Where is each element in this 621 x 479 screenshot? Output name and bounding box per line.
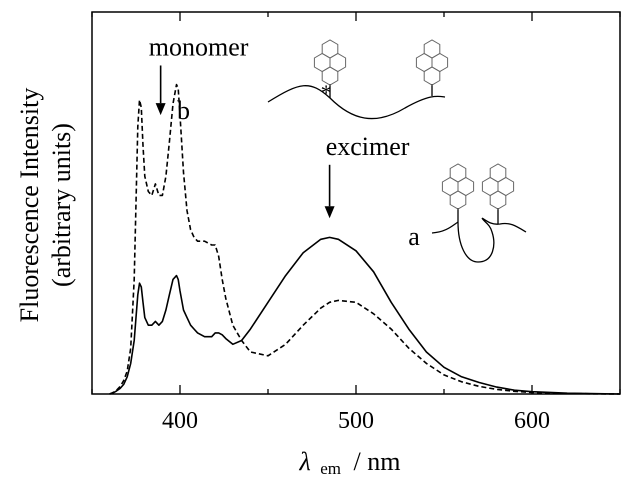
series-line-a — [110, 237, 620, 394]
x-tick-label: 400 — [162, 408, 198, 434]
excimer-structure-illustration — [432, 164, 526, 262]
plot-frame — [92, 12, 620, 394]
pyrene-ring — [424, 67, 440, 85]
x-axis-label-unit: / nm — [354, 447, 401, 476]
series-label-a: a — [408, 222, 420, 251]
x-axis-label-subscript: em — [320, 459, 341, 478]
y-axis-label-line1: Fluorescence Intensity — [15, 88, 44, 323]
pyrene-excimer-left-icon — [442, 164, 473, 209]
x-axis-label: λ em / nm — [299, 447, 401, 479]
plot-border — [92, 12, 620, 394]
x-axis-label-symbol: λ — [299, 447, 311, 476]
pyrene-ring — [490, 191, 506, 209]
annotation-excimer: excimer — [326, 132, 410, 161]
pyrene-left-icon — [314, 40, 345, 85]
pyrene-ring — [450, 191, 466, 209]
annotation-arrowhead — [156, 103, 166, 115]
excimer-star-mark: * — [321, 80, 332, 105]
y-axis-label-line2: (arbitrary units) — [47, 123, 76, 287]
annotation-arrowhead — [325, 206, 335, 218]
pyrene-right-icon — [416, 40, 447, 85]
monomer-structure-illustration — [268, 40, 448, 119]
annotation-layer: monomer excimer b a * — [149, 32, 420, 251]
x-tick-label: 600 — [514, 408, 550, 434]
series-label-b: b — [177, 96, 190, 125]
axis-ticks: 400 500 600 — [92, 12, 620, 434]
annotation-monomer: monomer — [149, 32, 249, 61]
pyrene-excimer-right-icon — [482, 164, 513, 209]
x-tick-label: 500 — [338, 408, 374, 434]
